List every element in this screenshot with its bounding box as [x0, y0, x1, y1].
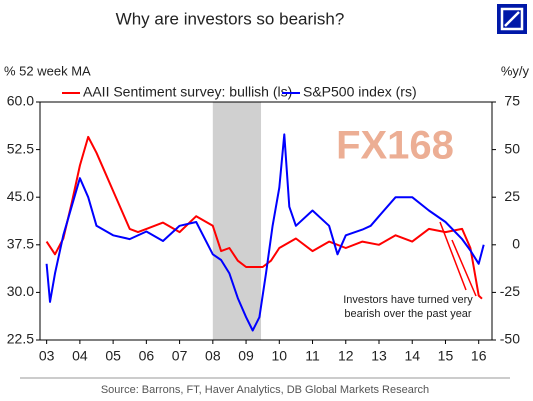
x-tick-label: 05 — [105, 348, 121, 364]
annotation-arrow — [439, 221, 467, 291]
x-tick-label: 15 — [438, 348, 454, 364]
y2-tick-label: 50 — [504, 140, 520, 156]
x-tick-label: 16 — [471, 348, 487, 364]
plot-frame — [39, 101, 493, 341]
x-tick-label: 07 — [172, 348, 188, 364]
x-tick-label: 03 — [39, 348, 55, 364]
y-tick-label: 22.5 — [7, 331, 34, 347]
x-tick-label: 12 — [338, 348, 354, 364]
y2-tick-label: -50 — [500, 331, 520, 347]
y2-tick-label: -25 — [500, 283, 520, 299]
y2-tick-label: 75 — [504, 93, 520, 109]
annotation: Investors have turned very bearish over t… — [343, 294, 473, 320]
y-tick-label: 37.5 — [7, 236, 34, 252]
y-tick-label: 45.0 — [7, 188, 34, 204]
chart-title: Why are investors so bearish? — [116, 9, 345, 28]
y-axis-label: % 52 week MA — [4, 63, 91, 78]
x-tick-label: 08 — [205, 348, 221, 364]
shaded-region — [212, 102, 262, 340]
y-tick-label: 52.5 — [7, 140, 34, 156]
y2-axis-label: %y/y — [501, 63, 530, 78]
series-line — [45, 133, 485, 332]
x-tick-label: 04 — [72, 348, 88, 364]
x-tick-label: 09 — [238, 348, 254, 364]
legend-label: AAII Sentiment survey: bullish (ls) — [83, 84, 292, 100]
y2-tick-label: 0 — [512, 236, 520, 252]
x-tick-label: 06 — [139, 348, 155, 364]
x-tick-label: 14 — [404, 348, 420, 364]
x-tick-label: 13 — [371, 348, 387, 364]
series-line — [45, 135, 483, 300]
x-tick-label: 10 — [272, 348, 288, 364]
annotation-arrow — [451, 239, 477, 297]
legend-label: S&P500 index (rs) — [303, 84, 417, 100]
y2-tick-label: 25 — [504, 188, 520, 204]
source: Source: Barrons, FT, Haver Analytics, DB… — [101, 384, 429, 396]
y-tick-label: 60.0 — [7, 93, 34, 109]
y-tick-label: 30.0 — [7, 283, 34, 299]
logo — [497, 4, 527, 34]
x-tick-label: 11 — [305, 348, 320, 364]
watermark: FX168 — [336, 124, 454, 168]
